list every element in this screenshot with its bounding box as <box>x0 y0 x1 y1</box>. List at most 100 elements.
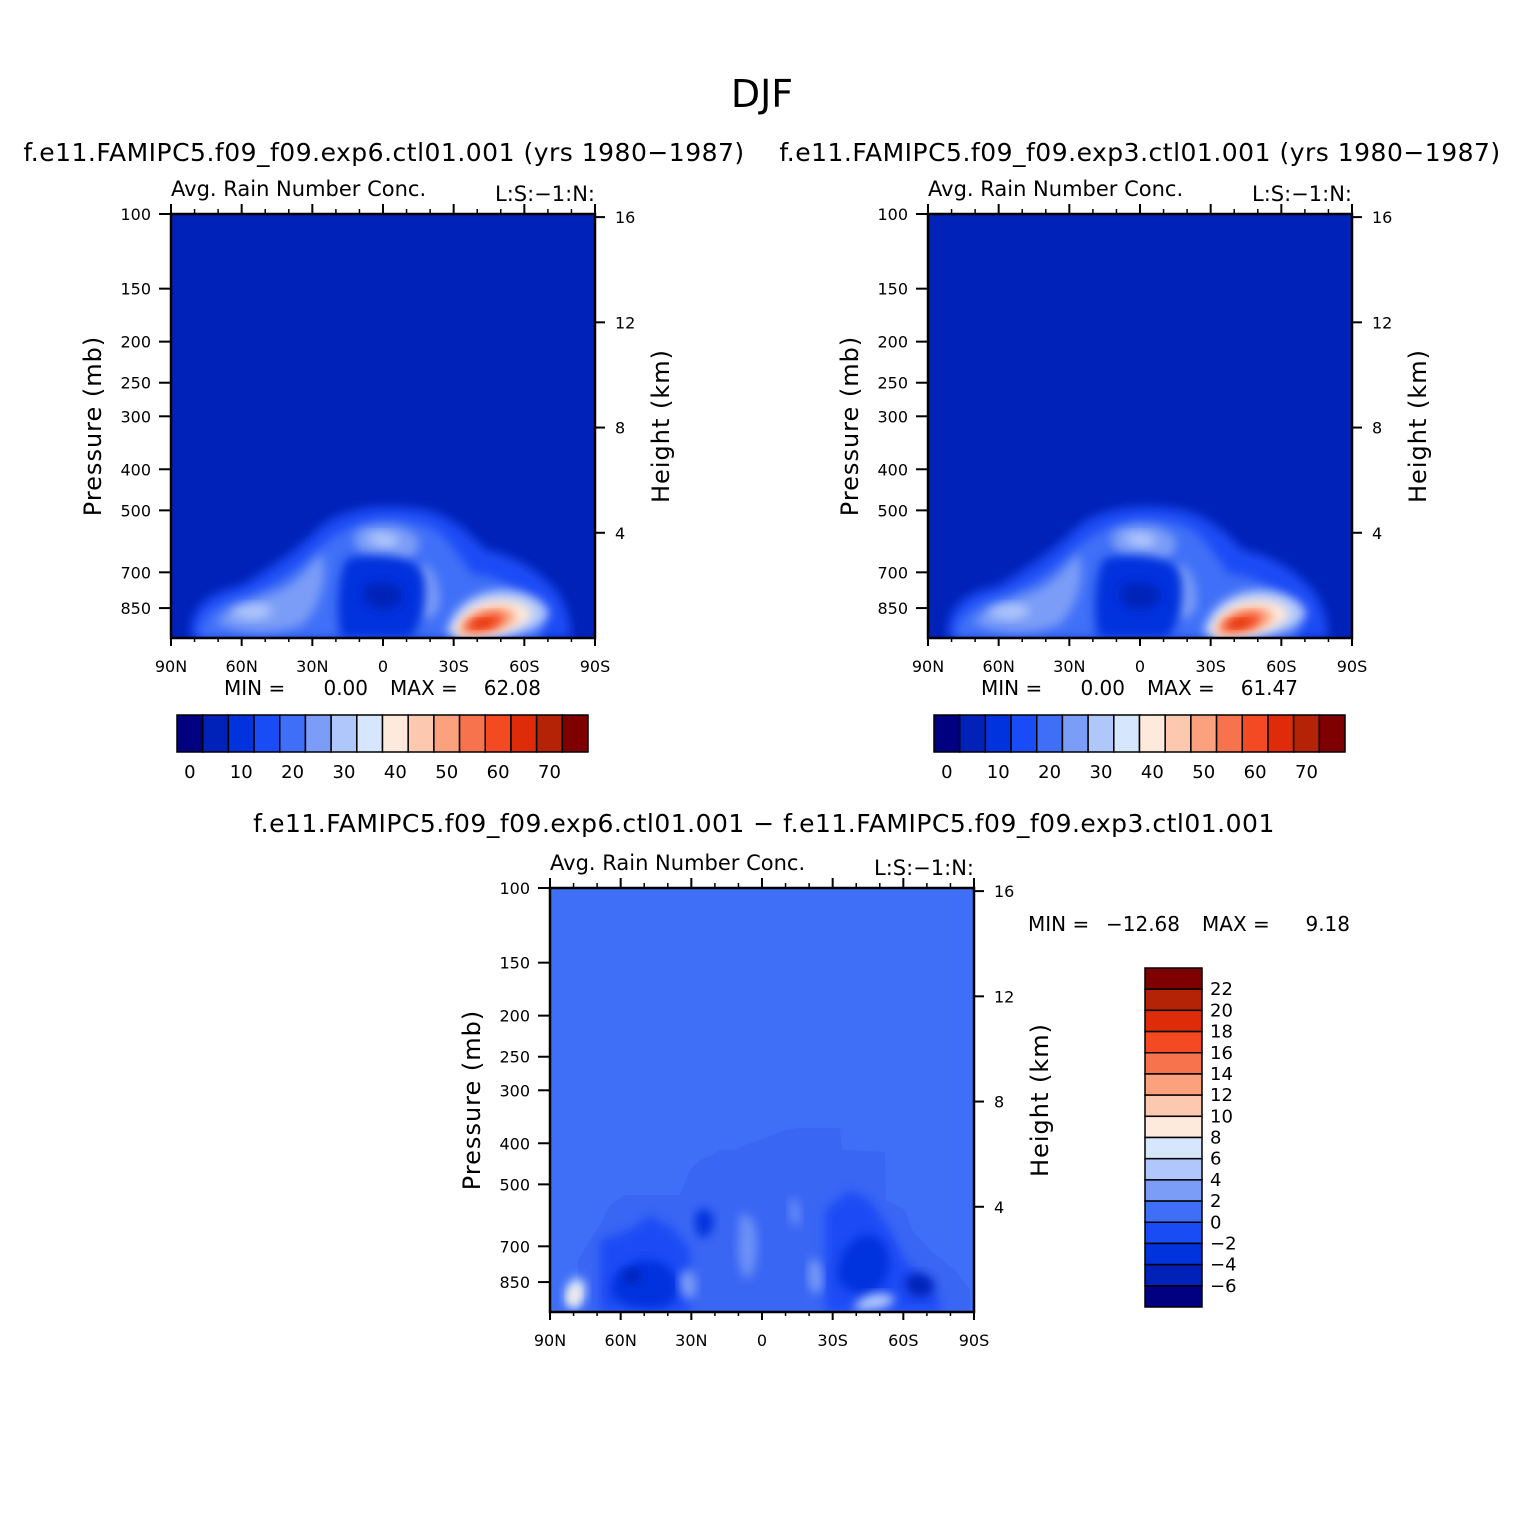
colorbar-label: 20 <box>1038 762 1061 783</box>
stat-max-label: MAX = <box>1202 912 1270 936</box>
panel-subtitle: f.e11.FAMIPC5.f09_f09.exp6.ctl01.001 − f… <box>253 809 1275 838</box>
x-tick-label: 60S <box>888 1331 919 1350</box>
colorbar-swatch <box>330 714 358 753</box>
colorbar-swatch <box>433 714 461 753</box>
colorbar-swatch <box>1292 714 1321 753</box>
y-tick-label: 300 <box>877 407 908 426</box>
colorbar: 0 10 20 30 40 50 60 70 <box>933 714 1346 783</box>
colorbar-swatch <box>1267 714 1295 753</box>
colorbar-label: 70 <box>1295 762 1318 783</box>
stat-max-label: MAX = <box>390 676 458 700</box>
colorbar-swatch <box>1190 714 1218 753</box>
colorbar-swatch <box>201 714 230 753</box>
y2-tick-label: 8 <box>615 419 625 438</box>
y-tick-label: 500 <box>120 501 151 520</box>
y-tick-label: 100 <box>877 205 908 224</box>
colorbar-swatch <box>1241 714 1269 753</box>
y-tick-label: 300 <box>120 407 151 426</box>
colorbar-swatch <box>1138 714 1166 753</box>
stat-max-value: 61.47 <box>1241 676 1298 700</box>
y-tick-label: 700 <box>877 563 908 582</box>
y2-tick-label: 12 <box>994 987 1014 1006</box>
colorbar-swatch <box>176 714 204 753</box>
y-axis-label: Pressure (mb) <box>458 1010 486 1190</box>
stat-min-value: −12.68 <box>1106 912 1180 936</box>
panel-left-title: Avg. Rain Number Conc. <box>171 177 426 201</box>
colorbar-swatch <box>1144 988 1203 1012</box>
y-tick-label: 850 <box>877 599 908 618</box>
y-tick-label: 400 <box>877 460 908 479</box>
y-tick-label: 250 <box>499 1048 530 1067</box>
colorbar-label: −6 <box>1210 1276 1237 1297</box>
colorbar-label: 12 <box>1210 1085 1233 1106</box>
colorbar-swatch <box>1036 714 1064 753</box>
heatmap-field <box>550 888 974 1312</box>
y-tick-label: 400 <box>499 1134 530 1153</box>
panel-exp3: f.e11.FAMIPC5.f09_f09.exp3.ctl01.001 (yr… <box>779 138 1500 783</box>
colorbar-swatch <box>1144 1242 1203 1266</box>
colorbar-swatch <box>984 714 1012 753</box>
stat-min-label: MIN = <box>1028 912 1089 936</box>
colorbar-swatch <box>1144 1285 1203 1308</box>
colorbar-label: 14 <box>1210 1064 1233 1085</box>
colorbar-label: −4 <box>1210 1255 1237 1276</box>
colorbar-label: 2 <box>1210 1191 1221 1212</box>
y2-tick-label: 8 <box>1372 419 1382 438</box>
y-axis-label: Pressure (mb) <box>836 336 864 516</box>
colorbar-swatch <box>1318 714 1346 753</box>
x-tick-label: 90S <box>1337 657 1368 676</box>
colorbar-label: 70 <box>538 762 561 783</box>
colorbar-label: 0 <box>941 762 952 783</box>
y2-tick-label: 12 <box>615 313 635 332</box>
y-tick-label: 200 <box>499 1007 530 1026</box>
x-tick-label: 0 <box>1135 657 1145 676</box>
y-tick-label: 250 <box>877 374 908 393</box>
colorbar-label: 30 <box>333 762 356 783</box>
x-tick-label: 60S <box>509 657 540 676</box>
colorbar-label: 16 <box>1210 1043 1233 1064</box>
y2-tick-label: 4 <box>1372 524 1382 543</box>
y-tick-label: 400 <box>120 460 151 479</box>
panel-difference: f.e11.FAMIPC5.f09_f09.exp6.ctl01.001 − f… <box>253 809 1350 1350</box>
colorbar-swatch <box>1144 1009 1203 1033</box>
colorbar-label: 60 <box>1244 762 1267 783</box>
y-tick-label: 850 <box>120 599 151 618</box>
colorbar-swatch <box>1215 714 1243 753</box>
colorbar-label: 60 <box>487 762 510 783</box>
y2-tick-label: 4 <box>994 1198 1004 1217</box>
panel-left-title: Avg. Rain Number Conc. <box>550 851 805 875</box>
colorbar-label: 0 <box>184 762 195 783</box>
colorbar-label: 50 <box>435 762 458 783</box>
colorbar-label: 18 <box>1210 1022 1233 1043</box>
stat-min-value: 0.00 <box>323 676 368 700</box>
y2-tick-label: 12 <box>1372 313 1392 332</box>
x-tick-label: 90N <box>534 1331 566 1350</box>
x-tick-label: 30N <box>675 1331 707 1350</box>
y2-tick-label: 16 <box>1372 208 1392 227</box>
colorbar-swatch <box>535 714 564 753</box>
y2-tick-label: 16 <box>615 208 635 227</box>
colorbar-swatch <box>1061 714 1089 753</box>
colorbar-swatch <box>253 714 281 753</box>
x-tick-label: 30N <box>1053 657 1085 676</box>
y-tick-label: 500 <box>877 501 908 520</box>
y-tick-label: 700 <box>499 1237 530 1256</box>
colorbar-swatch <box>1144 1094 1203 1118</box>
y2-tick-label: 4 <box>615 524 625 543</box>
colorbar-swatch <box>1144 1221 1203 1245</box>
colorbar-swatch <box>1144 1136 1203 1160</box>
stat-min-value: 0.00 <box>1080 676 1125 700</box>
colorbar-swatch <box>958 714 987 753</box>
colorbar-swatch <box>1164 714 1192 753</box>
colorbar-label: 6 <box>1210 1149 1221 1170</box>
y-tick-label: 300 <box>499 1081 530 1100</box>
x-tick-label: 90S <box>580 657 611 676</box>
colorbar-label: 10 <box>230 762 253 783</box>
heatmap-field <box>171 214 595 638</box>
figure-title: DJF <box>731 72 793 116</box>
y-tick-label: 200 <box>120 333 151 352</box>
y-tick-label: 850 <box>499 1273 530 1292</box>
heatmap-field <box>928 214 1352 638</box>
panel-right-title: L:S:−1:N: <box>874 856 974 880</box>
